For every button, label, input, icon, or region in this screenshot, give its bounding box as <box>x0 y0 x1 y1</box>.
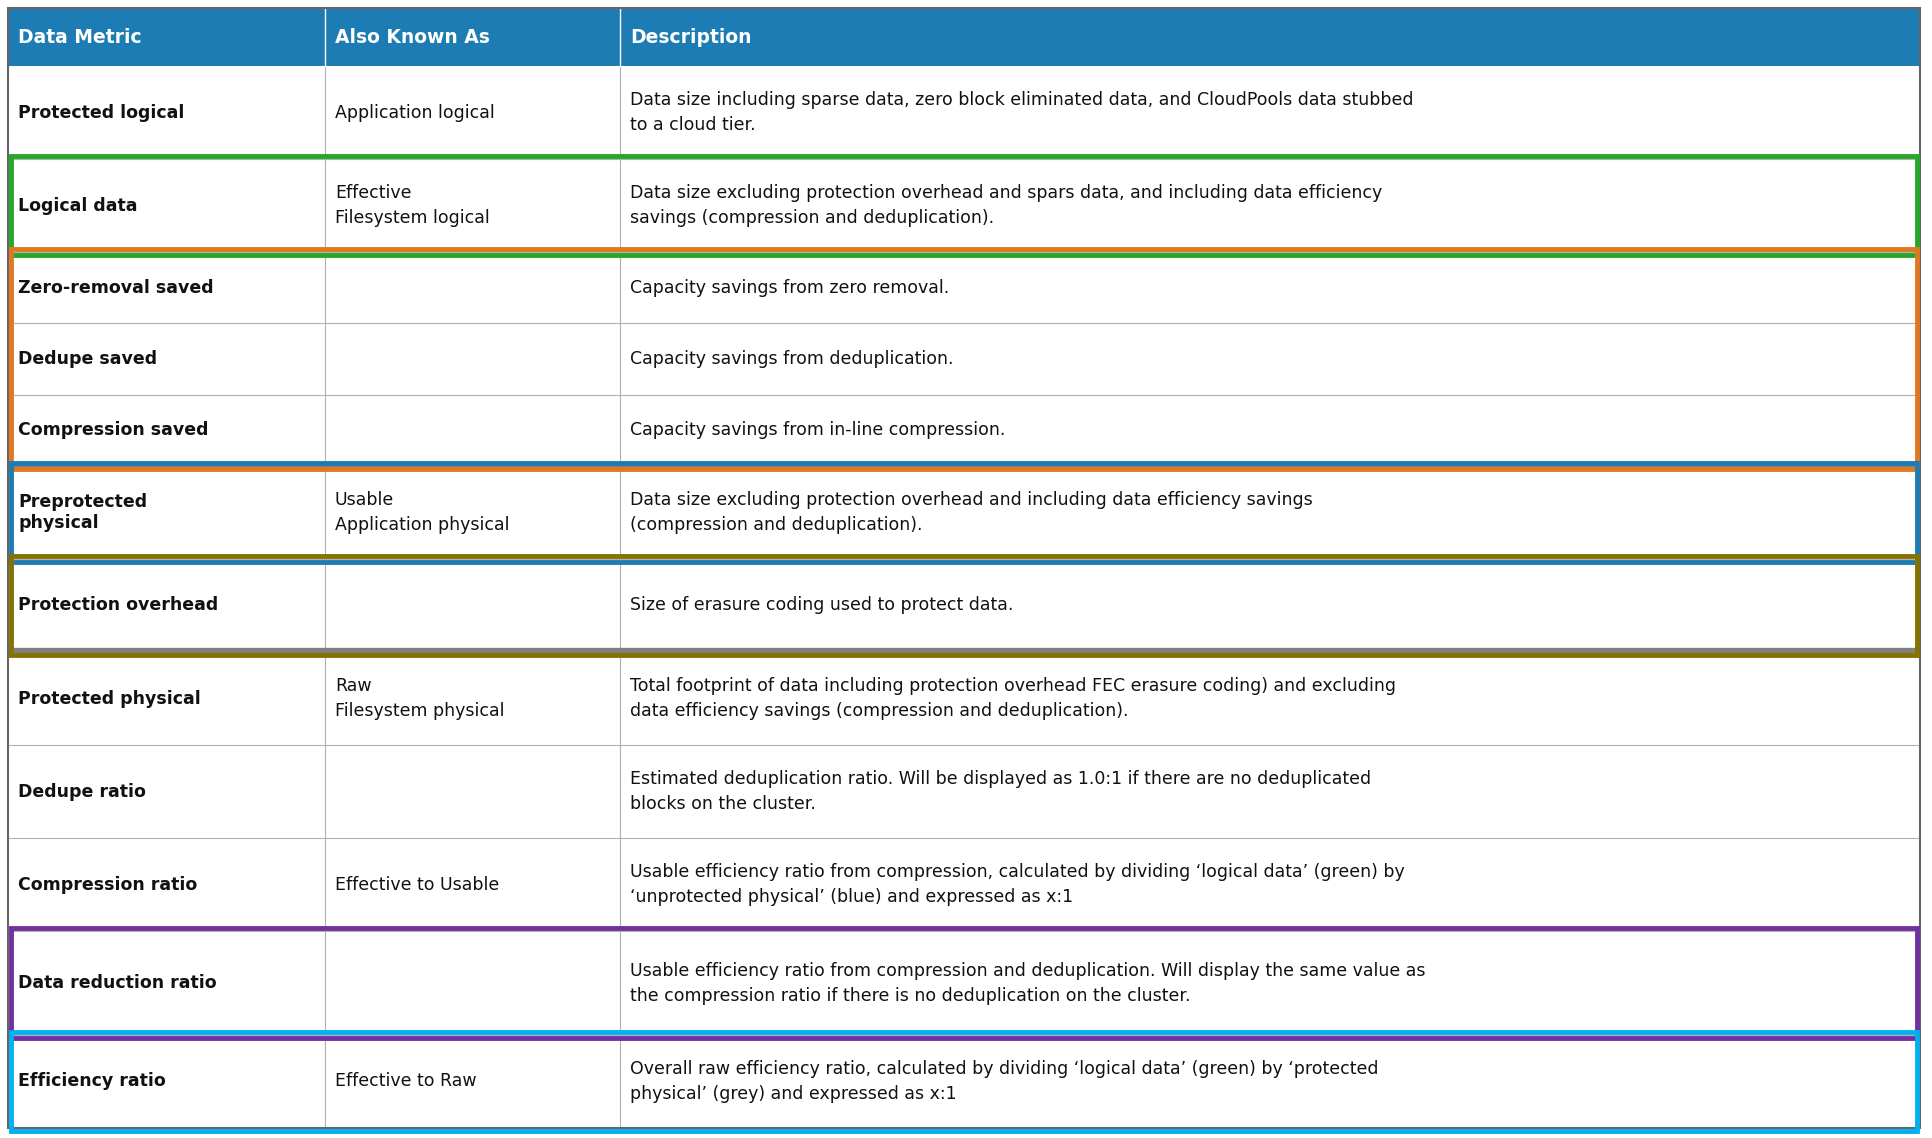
Text: Usable
Application physical: Usable Application physical <box>334 490 510 534</box>
Bar <box>8 652 1920 745</box>
Bar <box>12 555 1917 655</box>
Bar <box>8 395 1920 465</box>
Text: Usable efficiency ratio from compression, calculated by dividing ‘logical data’ : Usable efficiency ratio from compression… <box>630 864 1405 906</box>
Text: Data size excluding protection overhead and spars data, and including data effic: Data size excluding protection overhead … <box>630 184 1381 228</box>
Text: Compression saved: Compression saved <box>17 421 209 439</box>
Text: Overall raw efficiency ratio, calculated by dividing ‘logical data’ (green) by ‘: Overall raw efficiency ratio, calculated… <box>630 1059 1379 1103</box>
Bar <box>8 559 1920 652</box>
Bar <box>8 839 1920 931</box>
Text: Capacity savings from in-line compression.: Capacity savings from in-line compressio… <box>630 421 1005 439</box>
Bar <box>8 253 1920 323</box>
Text: Protected logical: Protected logical <box>17 104 184 122</box>
Text: Size of erasure coding used to protect data.: Size of erasure coding used to protect d… <box>630 596 1014 615</box>
Text: Efficiency ratio: Efficiency ratio <box>17 1072 166 1090</box>
Text: Dedupe ratio: Dedupe ratio <box>17 783 147 801</box>
Text: Raw
Filesystem physical: Raw Filesystem physical <box>334 677 504 720</box>
Text: Effective to Usable: Effective to Usable <box>334 876 498 893</box>
Bar <box>8 465 1920 559</box>
Text: Application logical: Application logical <box>334 104 495 122</box>
Text: Zero-removal saved: Zero-removal saved <box>17 279 214 297</box>
Bar <box>8 159 1920 253</box>
Bar <box>8 931 1920 1034</box>
Text: Data size including sparse data, zero block eliminated data, and CloudPools data: Data size including sparse data, zero bl… <box>630 91 1414 134</box>
Text: Total footprint of data including protection overhead FEC erasure coding) and ex: Total footprint of data including protec… <box>630 677 1397 720</box>
Bar <box>8 8 1920 66</box>
Text: Usable efficiency ratio from compression and deduplication. Will display the sam: Usable efficiency ratio from compression… <box>630 962 1426 1005</box>
Text: Estimated deduplication ratio. Will be displayed as 1.0:1 if there are no dedupl: Estimated deduplication ratio. Will be d… <box>630 770 1372 814</box>
Bar <box>8 323 1920 395</box>
Text: Compression ratio: Compression ratio <box>17 876 197 893</box>
Text: Capacity savings from zero removal.: Capacity savings from zero removal. <box>630 279 949 297</box>
Text: Capacity savings from deduplication.: Capacity savings from deduplication. <box>630 351 954 368</box>
Text: Effective to Raw: Effective to Raw <box>334 1072 477 1090</box>
Text: Protected physical: Protected physical <box>17 690 201 708</box>
Text: Description: Description <box>630 27 752 47</box>
Bar <box>12 463 1917 562</box>
Text: Data Metric: Data Metric <box>17 27 141 47</box>
Bar <box>12 929 1917 1038</box>
Text: Data reduction ratio: Data reduction ratio <box>17 974 216 992</box>
Text: Logical data: Logical data <box>17 197 137 215</box>
Bar <box>8 745 1920 839</box>
Bar <box>8 66 1920 159</box>
Bar <box>12 1032 1917 1131</box>
Text: Preprotected
physical: Preprotected physical <box>17 493 147 531</box>
Text: Protection overhead: Protection overhead <box>17 596 218 615</box>
Bar <box>8 1034 1920 1128</box>
Text: Effective
Filesystem logical: Effective Filesystem logical <box>334 184 489 228</box>
Bar <box>12 156 1917 255</box>
Text: Dedupe saved: Dedupe saved <box>17 351 156 368</box>
Text: Data size excluding protection overhead and including data efficiency savings
(c: Data size excluding protection overhead … <box>630 490 1312 534</box>
Bar <box>12 249 1917 469</box>
Text: Also Known As: Also Known As <box>334 27 491 47</box>
